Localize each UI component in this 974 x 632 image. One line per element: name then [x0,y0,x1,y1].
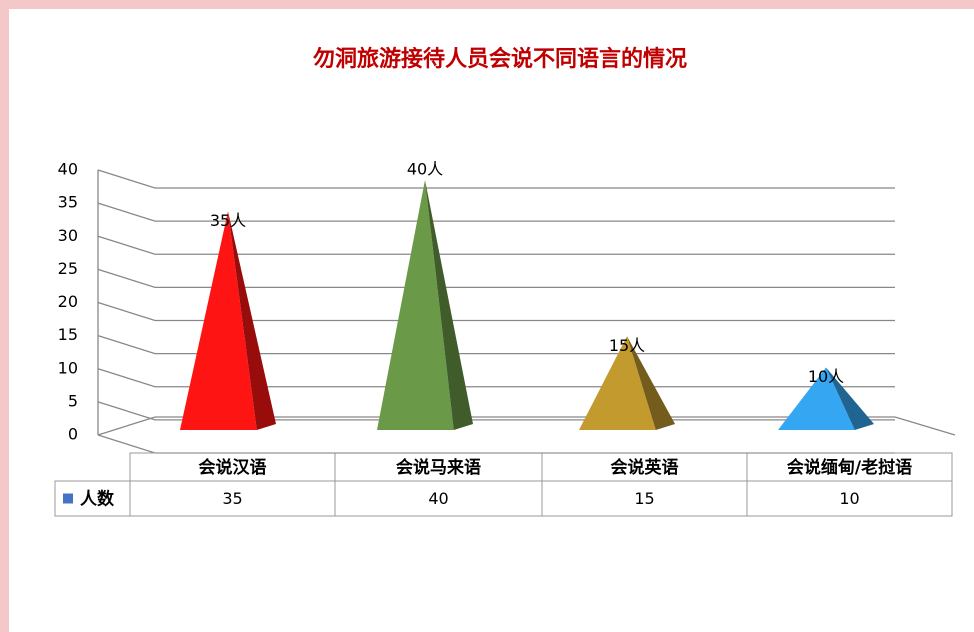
y-tick-label: 20 [58,292,78,311]
y-tick-label: 10 [58,358,78,377]
chart-title: 勿洞旅游接待人员会说不同语言的情况 [313,46,687,72]
pyramid-front [377,180,454,430]
y-tick-label: 40 [58,160,78,179]
pyramid-front [180,211,257,430]
pyramid-side [627,336,675,430]
x-tick-label: 会说汉语 [199,457,267,478]
x-tick-label: 会说英语 [611,457,679,478]
y-tick-label: 5 [68,391,78,410]
table-value: 35 [222,489,242,508]
data-label: 40人 [407,160,443,179]
data-label: 10人 [808,367,844,386]
x-tick-label: 会说马来语 [396,457,481,478]
y-tick-label: 25 [58,259,78,278]
grid-line [97,335,895,355]
x-tick-label: 会说缅甸/老挝语 [787,457,912,478]
legend-swatch [63,493,73,504]
pyramid-side [425,180,473,430]
data-label: 35人 [210,211,246,230]
legend-label: 人数 [80,489,115,510]
y-tick-label: 15 [58,325,78,344]
pyramid [180,211,276,430]
table-value: 40 [428,489,448,508]
floor [97,416,956,436]
pyramid-front [579,336,656,430]
table-value-row [54,480,953,517]
data-label: 15人 [609,336,645,355]
pyramid [579,336,675,430]
y-tick-label: 35 [58,193,78,212]
pyramid-side [826,367,874,430]
y-tick-label: 30 [58,226,78,245]
pyramid [377,180,473,430]
table-value: 15 [634,489,654,508]
grid-line [97,169,895,189]
pyramid-front [778,367,855,430]
pyramid-side [228,211,276,430]
grid-line [97,301,895,322]
pyramid [778,367,874,430]
grid-line [97,268,895,289]
grid-line [97,235,895,255]
grid-line [97,202,895,222]
y-tick-label: 0 [68,425,78,444]
table-value: 10 [839,489,859,508]
